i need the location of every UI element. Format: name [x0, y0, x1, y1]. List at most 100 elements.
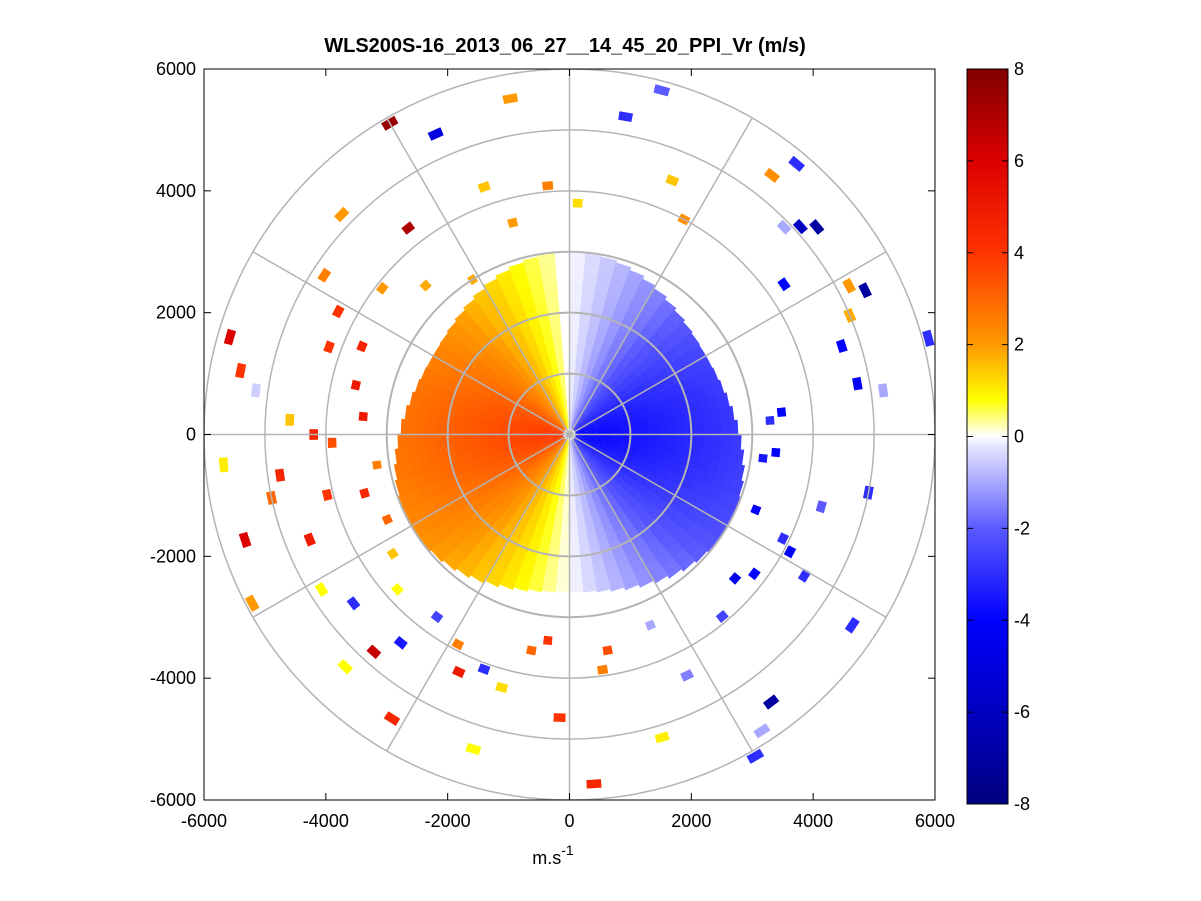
field-cell	[539, 469, 549, 480]
field-cell	[545, 491, 554, 503]
field-cell	[610, 441, 621, 449]
field-cell	[397, 495, 407, 512]
field-cell	[721, 434, 732, 450]
field-cell	[569, 522, 578, 533]
field-cell	[579, 403, 587, 414]
y-tick-label: -2000	[150, 546, 196, 566]
field-cell	[626, 410, 638, 419]
field-cell	[699, 397, 712, 412]
field-cell	[569, 354, 577, 365]
field-cell	[678, 555, 696, 572]
field-cell	[620, 572, 638, 587]
field-cell	[537, 420, 548, 427]
field-cell	[570, 449, 574, 460]
field-cell	[410, 523, 423, 540]
field-cell	[654, 409, 667, 420]
field-cell	[572, 391, 578, 402]
scatter-gate	[526, 645, 537, 656]
field-cell	[430, 494, 446, 511]
field-cell	[574, 448, 580, 458]
field-cell	[575, 436, 585, 442]
field-cell	[583, 264, 601, 276]
field-cell	[539, 319, 552, 332]
field-cell	[612, 384, 624, 396]
field-cell	[417, 485, 432, 503]
field-cell	[640, 530, 656, 546]
field-cell	[546, 439, 556, 445]
field-cell	[462, 424, 473, 435]
field-cell	[657, 434, 668, 444]
field-cell	[685, 362, 700, 379]
field-cell	[646, 316, 663, 333]
field-cell	[675, 434, 686, 446]
field-cell	[628, 416, 639, 425]
field-cell	[657, 426, 668, 435]
scatter-gate	[223, 328, 237, 346]
field-cell	[446, 320, 463, 337]
field-cell	[535, 497, 546, 510]
field-cell	[618, 479, 631, 492]
field-cell	[538, 417, 549, 425]
field-cell	[661, 317, 679, 334]
scatter-gate	[356, 340, 368, 353]
field-cell	[545, 425, 556, 431]
field-cell	[595, 370, 606, 382]
field-cell	[547, 463, 556, 474]
field-cell	[601, 440, 612, 446]
field-cell	[552, 403, 560, 414]
grid-spoke	[569, 433, 887, 618]
scatter-gate	[507, 217, 519, 228]
field-cell	[541, 460, 551, 470]
field-cell	[630, 394, 642, 406]
polar-grid	[204, 69, 935, 800]
field-cell	[439, 387, 453, 403]
field-cell	[575, 429, 585, 433]
grid-spoke	[568, 434, 753, 752]
field-cell	[725, 392, 730, 408]
field-cell	[558, 485, 565, 496]
field-cell	[656, 551, 674, 568]
colorbar-gradient	[966, 68, 1009, 805]
field-cell	[537, 252, 555, 258]
field-cell	[541, 399, 551, 409]
field-cell	[585, 528, 598, 541]
field-cell	[532, 292, 547, 305]
field-cell	[593, 456, 603, 466]
y-tick-label: 4000	[156, 181, 196, 201]
field-cell	[690, 399, 703, 414]
field-cell	[587, 537, 600, 550]
field-cell	[437, 399, 449, 413]
scatter-gate	[653, 84, 671, 97]
scatter-gate	[618, 111, 633, 122]
field-cell	[569, 318, 581, 329]
field-cell	[649, 393, 662, 405]
field-cell	[529, 362, 541, 374]
field-cell	[656, 442, 668, 452]
field-cell	[572, 410, 577, 420]
field-cell	[556, 567, 570, 579]
field-cell	[585, 252, 603, 258]
field-cell	[595, 275, 613, 288]
field-cell	[518, 487, 530, 500]
scatter-gate	[788, 155, 805, 172]
field-cell	[526, 430, 537, 435]
field-cell	[583, 463, 592, 474]
field-cell	[513, 585, 528, 592]
field-cell	[444, 433, 455, 446]
x-tick-label: 2000	[671, 811, 711, 831]
field-cell	[617, 564, 635, 579]
field-cell	[574, 438, 583, 445]
field-cell	[576, 475, 583, 486]
field-cell	[501, 410, 513, 419]
field-cell	[536, 438, 546, 444]
field-cell	[497, 463, 509, 475]
field-cell	[457, 394, 470, 407]
field-cell	[562, 419, 568, 429]
field-cell	[612, 434, 622, 440]
field-cell	[444, 422, 455, 435]
field-cell	[629, 422, 640, 430]
field-cell	[573, 438, 581, 447]
field-cell	[538, 254, 556, 267]
field-cell	[476, 293, 494, 310]
field-cell	[518, 369, 530, 381]
